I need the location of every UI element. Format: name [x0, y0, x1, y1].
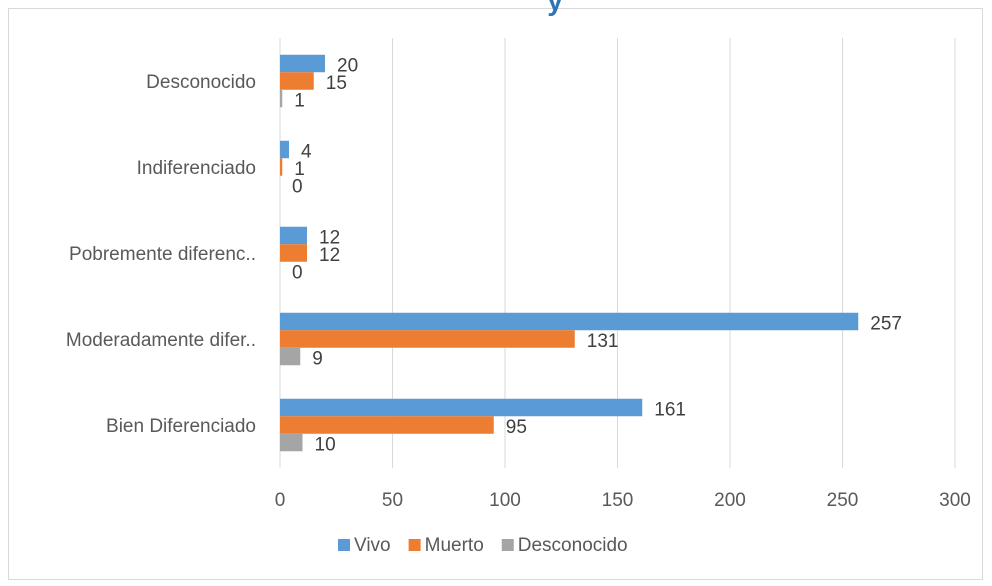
bar-muerto [280, 416, 494, 434]
data-label: 161 [654, 399, 686, 420]
bar-vivo [280, 54, 325, 73]
category-label: Pobremente diferenc.. [69, 244, 256, 265]
legend-swatch [501, 539, 514, 551]
legend-label: Vivo [354, 535, 391, 556]
bar-desconocido [280, 347, 301, 366]
legend-item-desconocido: Desconocido [501, 535, 628, 556]
data-label: 12 [319, 245, 340, 266]
data-label: 0 [292, 176, 303, 197]
bar-muerto [280, 244, 307, 262]
bar-desconocido [280, 433, 303, 452]
chart-title-fragment: y [547, 0, 563, 16]
legend-label: Desconocido [518, 535, 628, 556]
bar-vivo [280, 398, 643, 417]
legend-label: Muerto [425, 535, 484, 556]
x-tick-label: 0 [275, 490, 286, 511]
bars [280, 54, 859, 452]
category-labels: Bien Diferenciado Moderadamente difer.. Po… [66, 72, 256, 437]
x-tick-label: 100 [489, 490, 521, 511]
data-label: 9 [312, 348, 323, 369]
data-label: 1 [294, 90, 305, 111]
category-label: Bien Diferenciado [106, 416, 256, 437]
bar-vivo [280, 140, 289, 159]
data-label: 131 [587, 331, 619, 352]
x-tick-label: 200 [714, 490, 746, 511]
category-label: Indiferenciado [137, 158, 256, 179]
legend-swatch [338, 539, 350, 551]
data-label: 1 [294, 159, 305, 180]
x-tick-label: 150 [602, 490, 634, 511]
x-axis-ticks: 0 50 100 150 200 250 300 [275, 490, 971, 511]
data-label: 4 [301, 141, 312, 162]
bar-desconocido [280, 89, 283, 108]
bar-vivo [280, 312, 859, 331]
bar-muerto [280, 330, 575, 348]
data-label: 15 [326, 73, 347, 94]
data-label: 257 [870, 313, 902, 334]
data-label: 12 [319, 227, 340, 248]
x-tick-label: 300 [939, 490, 971, 511]
category-label: Moderadamente difer.. [66, 330, 256, 351]
x-tick-label: 50 [382, 490, 403, 511]
bar-muerto [280, 158, 283, 176]
bar-muerto [280, 72, 314, 90]
legend: Vivo Muerto Desconocido [338, 535, 628, 556]
legend-item-muerto: Muerto [408, 535, 484, 556]
data-label: 0 [292, 262, 303, 283]
data-label: 10 [315, 434, 336, 455]
data-label: 20 [337, 55, 358, 76]
x-tick-label: 250 [827, 490, 859, 511]
data-label: 95 [506, 417, 527, 438]
bar-vivo [280, 226, 307, 245]
category-label: Desconocido [146, 72, 256, 93]
chart-frame [8, 8, 983, 580]
legend-item-vivo: Vivo [338, 535, 391, 556]
gridlines [279, 38, 956, 468]
legend-swatch [408, 539, 421, 551]
